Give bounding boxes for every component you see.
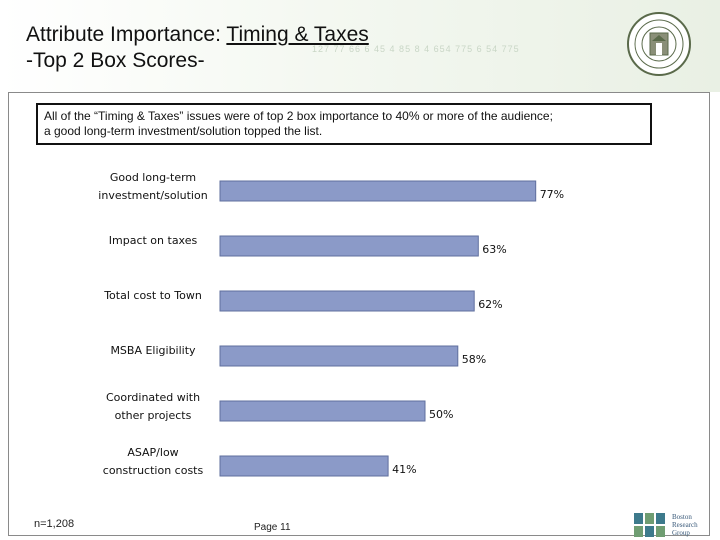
- slide-title-text: Attribute Importance:: [26, 23, 227, 46]
- callout-line-2: a good long-term investment/solution top…: [44, 124, 323, 138]
- value-label-asap-low-construction-costs: 41%: [392, 463, 416, 476]
- category-label-coordinated-with-other-projects: Coordinated with other projects: [106, 391, 200, 422]
- bar-impact-on-taxes: [219, 235, 479, 257]
- slide-title: Attribute Importance: Timing & Taxes: [26, 22, 369, 47]
- bar-total-cost-to-town: [219, 290, 475, 312]
- category-label-line: construction costs: [103, 464, 204, 477]
- category-label-line: investment/solution: [98, 189, 207, 202]
- category-label-good-long-term-investment-solution: Good long-term investment/solution: [98, 171, 207, 202]
- category-label-line: other projects: [115, 409, 192, 422]
- bar-asap-low-construction-costs: [219, 455, 389, 477]
- summary-callout: All of the “Timing & Taxes” issues were …: [36, 103, 652, 145]
- category-label-line: Coordinated with: [106, 391, 200, 404]
- sample-size-note: n=1,208: [34, 518, 75, 530]
- category-label-line: ASAP/low: [127, 446, 178, 459]
- slide-subtitle: -Top 2 Box Scores-: [26, 49, 205, 72]
- bar-coordinated-with-other-projects: [219, 400, 426, 422]
- category-label-msba-eligibility: MSBA Eligibility: [110, 344, 196, 357]
- content-frame: [8, 92, 710, 536]
- category-label-impact-on-taxes: Impact on taxes: [109, 234, 198, 247]
- category-label-asap-low-construction-costs: ASAP/low construction costs: [103, 446, 204, 477]
- logo-line-3: Group: [672, 529, 690, 537]
- value-label-coordinated-with-other-projects: 50%: [429, 408, 453, 421]
- bar-good-long-term-investment-solution: [219, 180, 537, 202]
- category-label-line: Impact on taxes: [109, 234, 198, 247]
- page-number: Page 11: [254, 522, 291, 533]
- boston-research-group-logo: [634, 513, 665, 537]
- category-label-total-cost-to-town: Total cost to Town: [103, 289, 202, 302]
- header-watermark-numbers: 127 77 66 6 45 4 85 8 4 654 775 6 54 775: [312, 44, 520, 54]
- category-label-line: Total cost to Town: [103, 289, 202, 302]
- value-label-impact-on-taxes: 63%: [482, 243, 506, 256]
- category-label-line: Good long-term: [110, 171, 196, 184]
- value-label-good-long-term-investment-solution: 77%: [540, 188, 564, 201]
- header-band: [0, 0, 720, 92]
- town-seal-logo: [627, 12, 691, 76]
- logo-wordmark: Boston Research Group: [672, 513, 698, 537]
- value-label-msba-eligibility: 58%: [462, 353, 486, 366]
- logo-line-1: Boston: [672, 513, 692, 521]
- logo-line-2: Research: [672, 521, 698, 529]
- callout-line-1: All of the “Timing & Taxes” issues were …: [44, 109, 553, 123]
- value-label-total-cost-to-town: 62%: [478, 298, 502, 311]
- bar-msba-eligibility: [219, 345, 459, 367]
- category-label-line: MSBA Eligibility: [110, 344, 196, 357]
- slide-title-underlined: Timing & Taxes: [226, 23, 369, 46]
